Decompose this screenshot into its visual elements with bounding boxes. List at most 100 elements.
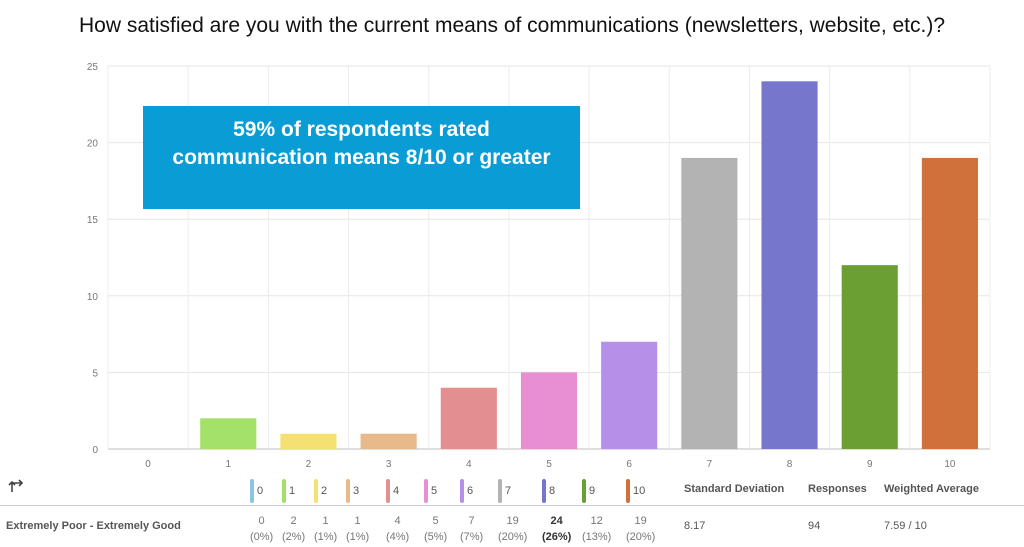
percent-value: (1%) [314,531,338,543]
responses-header: Responses [808,483,867,495]
percent-value: (0%) [250,531,274,543]
count-value: 2 [290,515,297,527]
legend-label: 8 [549,485,556,497]
bar [761,81,818,449]
x-tick-label: 7 [707,459,713,470]
legend-item[interactable]: 6 [460,478,473,504]
table-cell: 1 (1%) [314,513,337,545]
count-value: 19 [506,515,519,527]
x-tick-label: 8 [787,459,793,470]
x-tick-label: 2 [306,459,312,470]
x-tick-label: 3 [386,459,392,470]
bar [520,372,578,449]
bar [921,157,978,450]
bar [440,387,497,449]
legend-item[interactable]: 7 [498,478,511,504]
count-value: 1 [322,515,329,527]
table-cell: 24 (26%) [542,513,571,545]
x-tick-label: 1 [225,459,231,470]
legend-item[interactable]: 5 [424,478,437,504]
callout-box: 59% of respondents rated communication m… [143,106,580,209]
legend-swatch [386,479,390,503]
count-value: 12 [590,515,603,527]
legend-label: 10 [633,485,646,497]
table-cell: 0 (0%) [250,513,273,545]
percent-value: (7%) [460,531,484,543]
table-cell: 4 (4%) [386,513,409,545]
legend-item[interactable]: 4 [386,478,399,504]
table-cell: 19 (20%) [626,513,655,545]
count-value: 24 [550,515,563,527]
legend-item[interactable]: 9 [582,478,595,504]
legend-label: 7 [505,485,512,497]
count-value: 5 [432,515,439,527]
bar [681,157,738,450]
percent-value: (5%) [424,531,448,543]
responses-value: 94 [808,520,821,532]
legend-swatch [626,479,630,503]
legend-label: 1 [289,485,296,497]
count-value: 19 [634,515,647,527]
legend-swatch [460,479,464,503]
y-tick-label: 20 [87,139,99,150]
percent-value: (20%) [626,531,656,543]
percent-value: (13%) [582,531,612,543]
count-value: 7 [468,515,475,527]
percent-value: (1%) [346,531,370,543]
legend-label: 2 [321,485,328,497]
y-tick-label: 25 [87,62,99,73]
table-cell: 2 (2%) [282,513,305,545]
count-value: 0 [258,515,265,527]
table-cell: 19 (20%) [498,513,527,545]
count-value: 1 [354,515,361,527]
legend-swatch [542,479,546,503]
std-dev-value: 8.17 [684,520,706,532]
legend-label: 9 [589,485,596,497]
bar [601,341,658,449]
table-cell: 5 (5%) [424,513,447,545]
percent-value: (20%) [498,531,528,543]
x-tick-label: 5 [546,459,552,470]
legend-swatch [424,479,428,503]
x-tick-label: 4 [466,459,472,470]
legend-item[interactable]: 8 [542,478,555,504]
legend-item[interactable]: 0 [250,478,263,504]
legend-item[interactable]: 10 [626,478,645,504]
x-tick-label: 10 [944,459,956,470]
legend-label: 4 [393,485,400,497]
legend-label: 3 [353,485,360,497]
bar [841,265,898,449]
y-tick-label: 10 [87,292,99,303]
legend-swatch [498,479,502,503]
legend-item[interactable]: 3 [346,478,359,504]
weighted-average-value: 7.59 / 10 [884,520,927,532]
legend-swatch [250,479,254,503]
table-cell: 1 (1%) [346,513,369,545]
bar [360,433,417,449]
legend-label: 6 [467,485,474,497]
count-value: 4 [394,515,401,527]
bar [280,433,337,449]
percent-value: (2%) [282,531,306,543]
swap-axes-icon[interactable] [8,478,24,499]
percent-value: (26%) [542,531,572,543]
table-divider [0,505,1024,506]
x-tick-label: 9 [867,459,873,470]
percent-value: (4%) [386,531,410,543]
bar [200,418,257,449]
legend-swatch [314,479,318,503]
std-dev-header: Standard Deviation [684,483,785,495]
table-cell: 12 (13%) [582,513,611,545]
y-tick-label: 0 [92,445,98,456]
legend-item[interactable]: 2 [314,478,327,504]
legend-label: 0 [257,485,264,497]
table-cell: 7 (7%) [460,513,483,545]
legend-item[interactable]: 1 [282,478,295,504]
y-tick-label: 15 [87,215,99,226]
legend-label: 5 [431,485,438,497]
legend-swatch [282,479,286,503]
legend-swatch [582,479,586,503]
legend-swatch [346,479,350,503]
bar-chart: 0 5 10 15 20 25 0 1 2 3 4 5 6 7 8 9 10 [87,62,991,470]
x-tick-label: 0 [145,459,151,470]
